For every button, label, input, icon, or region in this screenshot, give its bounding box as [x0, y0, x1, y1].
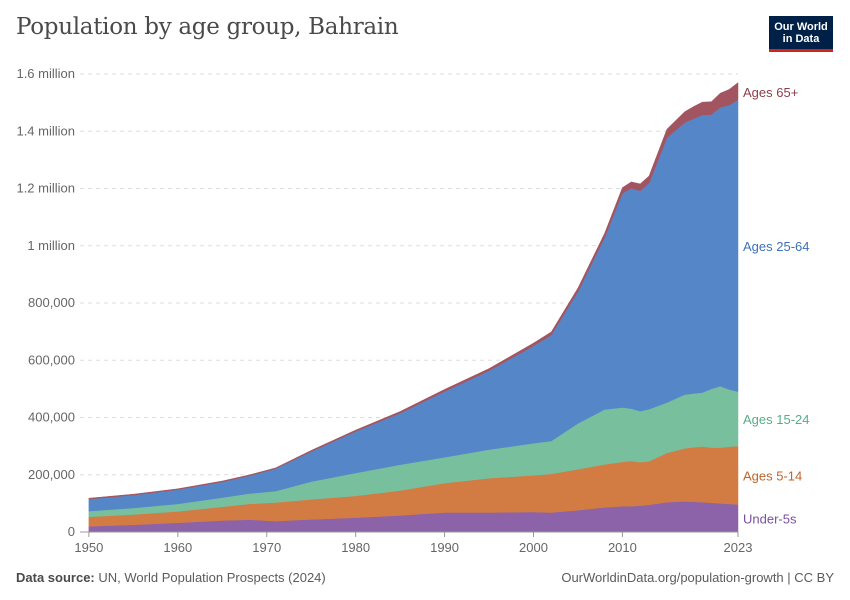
series-labels: Under-5s Ages 5-14 Ages 15-24 Ages 25-64 Age…	[743, 85, 810, 526]
y-tick-label: 0	[68, 524, 75, 539]
y-tick-label: 200,000	[28, 467, 75, 482]
series-label-under-5s: Under-5s	[743, 511, 797, 526]
series-label-ages-25-64: Ages 25-64	[743, 239, 810, 254]
series-label-ages-5-14: Ages 5-14	[743, 468, 802, 483]
chart-title: Population by age group, Bahrain	[16, 14, 399, 40]
source-url[interactable]: OurWorldinData.org/population-growth | C…	[561, 570, 834, 585]
stacked-areas	[88, 82, 739, 533]
series-label-ages-65-: Ages 65+	[743, 85, 798, 100]
logo-line-1: Our World	[774, 21, 828, 33]
y-tick-label: 1.4 million	[16, 123, 75, 138]
y-tick-label: 1.2 million	[16, 181, 75, 196]
x-tick-label: 2010	[608, 540, 637, 555]
x-tick-label: 1970	[252, 540, 281, 555]
y-tick-label: 600,000	[28, 352, 75, 367]
y-tick-label: 400,000	[28, 410, 75, 425]
y-tick-label: 1.6 million	[16, 66, 75, 81]
x-tick-label: 1990	[430, 540, 459, 555]
area-chart: 0 200,000 400,000 600,000 800,000 1 million 1.…	[16, 66, 810, 555]
owid-logo[interactable]: Our World in Data	[769, 16, 833, 52]
series-label-ages-15-24: Ages 15-24	[743, 412, 810, 427]
data-source: Data source: UN, World Population Prospe…	[16, 570, 326, 585]
y-tick-label: 800,000	[28, 295, 75, 310]
x-tick-label: 1980	[341, 540, 370, 555]
x-tick-label: 1960	[163, 540, 192, 555]
x-tick-label: 2000	[519, 540, 548, 555]
x-tick-label: 2023	[724, 540, 753, 555]
area-ages-65-[interactable]	[88, 82, 739, 500]
y-tick-label: 1 million	[27, 238, 75, 253]
logo-line-2: in Data	[782, 33, 820, 45]
data-source-text[interactable]: UN, World Population Prospects (2024)	[98, 570, 326, 585]
axes: 0 200,000 400,000 600,000 800,000 1 million 1.…	[16, 66, 752, 555]
data-source-label: Data source:	[16, 570, 95, 585]
x-tick-label: 1950	[74, 540, 103, 555]
